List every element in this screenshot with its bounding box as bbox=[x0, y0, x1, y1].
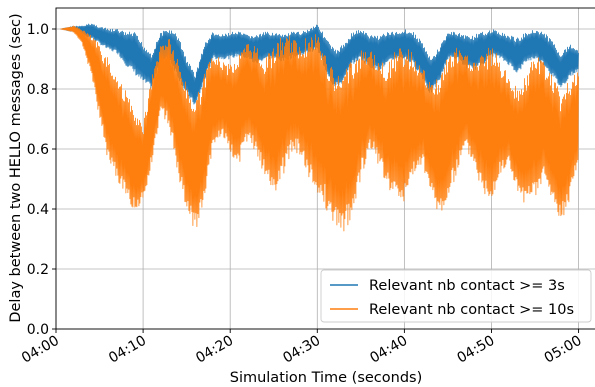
legend-label-series-0: Relevant nb contact >= 3s bbox=[369, 278, 565, 294]
series-layer bbox=[60, 23, 579, 232]
y-tick-label: 0.4 bbox=[27, 202, 49, 218]
y-tick-label: 0.0 bbox=[27, 322, 49, 338]
x-axis-label: Simulation Time (seconds) bbox=[230, 370, 423, 386]
legend-label-series-1: Relevant nb contact >= 10s bbox=[369, 302, 574, 318]
y-tick-label: 0.6 bbox=[27, 142, 49, 158]
series-line-1 bbox=[60, 25, 579, 232]
y-tick-label: 1.0 bbox=[27, 22, 49, 38]
y-tick-label: 0.2 bbox=[27, 262, 49, 278]
series-line-0 bbox=[60, 23, 579, 105]
legend: Relevant nb contact >= 3s Relevant nb co… bbox=[320, 269, 592, 323]
y-tick-label: 0.8 bbox=[27, 82, 49, 98]
plot-frame bbox=[55, 7, 595, 330]
y-axis-label: Delay between two HELLO messages (sec) bbox=[8, 13, 24, 322]
legend-box bbox=[320, 269, 592, 323]
